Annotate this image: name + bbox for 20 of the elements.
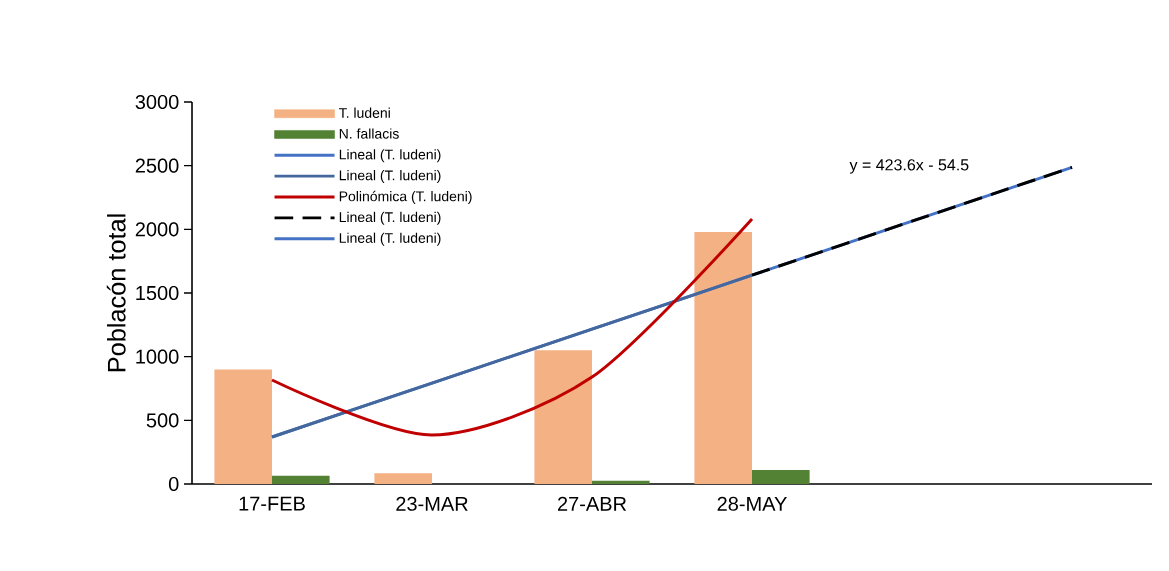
x-tick-label: 28-MAY: [717, 496, 787, 511]
legend-label: Lineal (T. ludeni): [339, 149, 441, 163]
legend-label: T. ludeni: [338, 107, 390, 118]
legend-label: Lineal (T. ludeni): [339, 211, 441, 225]
x-tick-label: 17-FEB: [239, 496, 305, 511]
y-tick-label: 0: [168, 476, 179, 492]
legend-label: Lineal (T. ludeni): [339, 170, 441, 184]
y-tick-label: 2500: [135, 158, 179, 173]
y-tick-label: 1000: [136, 349, 179, 364]
legend-label: Polinómica (T. ludeni): [339, 190, 472, 205]
y-tick-label: 2000: [135, 222, 179, 237]
y-tick-label: 500: [146, 413, 179, 428]
y-tick-label: 1500: [136, 285, 179, 301]
x-tick-label: 27-ABR: [558, 496, 627, 511]
y-axis-title: Poblacón total: [106, 214, 126, 372]
x-tick-label: 23-MAR: [396, 496, 468, 511]
legend-label: Lineal (T. ludeni): [339, 232, 441, 246]
annotation: y = 423.6x - 54.5: [849, 159, 969, 174]
legend-label: N. fallacis: [339, 128, 399, 139]
y-tick-label: 3000: [135, 94, 179, 110]
